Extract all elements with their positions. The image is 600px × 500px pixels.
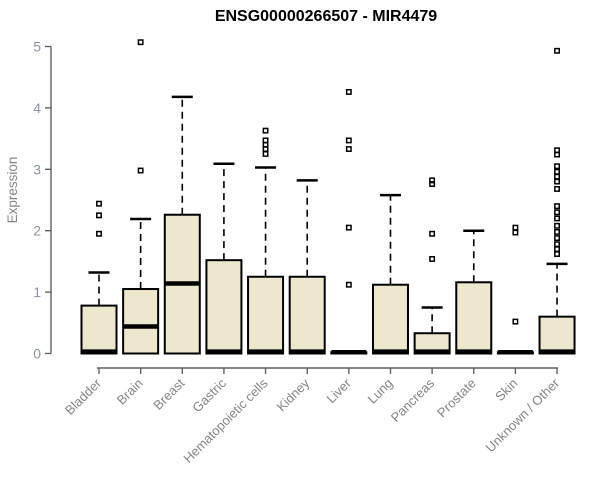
- box-lung: [371, 283, 409, 355]
- x-tick-label-bladder: Bladder: [62, 375, 105, 418]
- box-unknown-other: [538, 315, 576, 355]
- outlier-point-liver: [345, 137, 352, 144]
- y-tick-label: 1: [33, 284, 41, 300]
- y-tick-label: 5: [33, 39, 41, 55]
- outlier-point-unknown-other: [554, 47, 560, 54]
- y-tick-label: 4: [33, 100, 41, 116]
- outlier-point-skin: [512, 318, 519, 325]
- x-tick-label-brain: Brain: [114, 376, 146, 408]
- outlier-point-bladder: [96, 230, 102, 237]
- outlier-point-liver: [345, 281, 352, 288]
- x-tick-label-prostate: Prostate: [434, 376, 479, 421]
- outlier-point-unknown-other: [554, 235, 560, 242]
- outlier-point-unknown-other: [554, 241, 560, 248]
- outlier-point-hematopoietic-cells: [262, 151, 269, 157]
- y-tick-label: 2: [33, 223, 41, 239]
- outlier-point-skin: [512, 229, 519, 236]
- outlier-point-unknown-other: [554, 222, 560, 229]
- y-tick-label: 3: [33, 161, 41, 177]
- outlier-point-unknown-other: [554, 163, 560, 170]
- box-brain: [122, 288, 160, 355]
- x-tick-label-skin: Skin: [492, 376, 520, 404]
- x-tick-label-pancreas: Pancreas: [388, 375, 438, 425]
- outlier-point-unknown-other: [554, 151, 560, 158]
- chart-title: ENSG00000266507 - MIR4479: [214, 8, 438, 25]
- outlier-point-unknown-other: [554, 228, 560, 235]
- outlier-point-hematopoietic-cells: [262, 137, 269, 144]
- box-hematopoietic-cells: [247, 275, 285, 355]
- outlier-point-unknown-other: [554, 173, 560, 180]
- y-axis-title: Expression: [5, 157, 20, 224]
- y-tick-label: 0: [33, 346, 41, 362]
- outlier-point-unknown-other: [554, 215, 560, 222]
- outlier-point-unknown-other: [554, 246, 560, 253]
- box-kidney: [288, 275, 326, 355]
- outlier-point-brain: [137, 167, 144, 174]
- outlier-point-bladder: [96, 212, 102, 219]
- outlier-point-unknown-other: [554, 203, 560, 210]
- x-tick-label-gastric: Gastric: [189, 375, 229, 415]
- box-gastric: [205, 259, 243, 355]
- outlier-point-pancreas: [429, 230, 436, 237]
- outlier-point-unknown-other: [554, 185, 560, 192]
- x-tick-label-breast: Breast: [150, 375, 187, 412]
- outlier-point-skin: [512, 224, 519, 231]
- x-tick-label-lung: Lung: [365, 376, 396, 407]
- outlier-point-unknown-other: [554, 168, 560, 175]
- outlier-point-brain: [137, 39, 144, 46]
- x-tick-label-kidney: Kidney: [274, 375, 313, 414]
- outlier-point-unknown-other: [554, 178, 560, 185]
- box-bladder: [80, 304, 118, 355]
- x-tick-label-liver: Liver: [323, 375, 354, 406]
- outlier-point-pancreas: [429, 177, 436, 184]
- outlier-point-unknown-other: [554, 251, 560, 257]
- box-prostate: [455, 281, 493, 355]
- outlier-point-liver: [345, 88, 352, 95]
- outlier-point-unknown-other: [554, 209, 560, 216]
- x-tick-label-unknown-other: Unknown / Other: [483, 375, 563, 455]
- outlier-point-hematopoietic-cells: [262, 127, 269, 134]
- outlier-point-liver: [345, 146, 352, 152]
- outlier-point-liver: [345, 224, 352, 231]
- outlier-point-bladder: [96, 200, 102, 207]
- outlier-point-pancreas: [429, 255, 436, 262]
